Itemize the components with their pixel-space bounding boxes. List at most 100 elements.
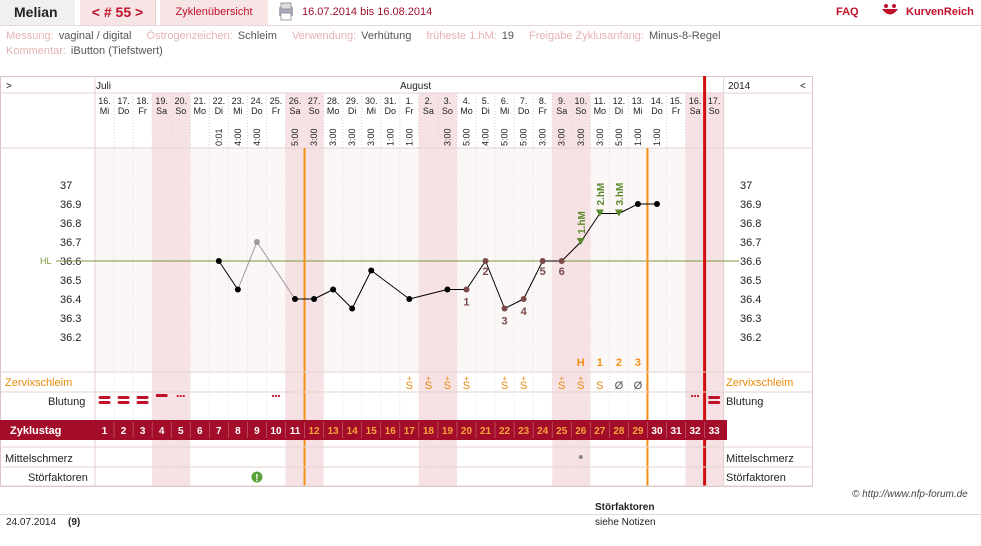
cycle-day-number: 32 xyxy=(690,426,702,437)
day-date: 17. xyxy=(708,96,721,106)
mucus-symbol: Ø xyxy=(634,380,643,392)
cycle-day-number: 14 xyxy=(347,426,359,437)
temp-point-hm xyxy=(595,209,604,217)
bleeding-medium xyxy=(155,394,168,397)
measure-time: 3:00 xyxy=(595,128,605,146)
y-tick-label: 36.4 xyxy=(60,294,81,306)
weekend-column xyxy=(418,440,438,486)
day-date: 9. xyxy=(558,96,566,106)
release-value: Minus-8-Regel xyxy=(648,30,721,42)
mucus-plus: + xyxy=(521,374,526,383)
copyright: © http://www.nfp-forum.de xyxy=(852,489,968,500)
day-weekday: Mi xyxy=(633,106,643,116)
y-tick-label: 36.3 xyxy=(60,313,81,325)
measure-time: 1:00 xyxy=(385,128,395,146)
mucus-symbol: S xyxy=(463,380,470,392)
low-count-label: 2 xyxy=(482,266,488,278)
day-weekday: Sa xyxy=(423,106,434,116)
bleeding-heavy xyxy=(98,396,111,399)
faq-link[interactable]: FAQ xyxy=(836,6,859,18)
mucus-plus: + xyxy=(578,374,583,383)
curve-segment xyxy=(485,260,506,309)
temp-point xyxy=(463,286,470,293)
comment-value: iButton (Tiefstwert) xyxy=(70,45,163,57)
y-tick-label-right: 36.5 xyxy=(740,275,761,287)
temp-point xyxy=(634,201,641,207)
disturbance-icon xyxy=(251,471,263,483)
day-date: 18. xyxy=(136,96,149,106)
cycle-day-number: 21 xyxy=(480,426,492,437)
cycle-selector[interactable]: < # 55 > xyxy=(80,0,156,25)
day-weekday: Fr xyxy=(138,106,147,116)
date-range: 16.07.2014 bis 16.08.2014 xyxy=(302,6,433,18)
y-tick-label-right: 37 xyxy=(740,180,752,192)
mucus-plus: + xyxy=(426,374,431,383)
low-count-label: 3 xyxy=(502,316,508,328)
count-label: 1 xyxy=(597,357,603,369)
printer-icon[interactable] xyxy=(276,0,296,25)
day-date: 16. xyxy=(98,96,111,106)
day-date: 25. xyxy=(270,96,283,106)
mucus-symbol: S xyxy=(444,380,451,392)
weekend-column xyxy=(552,440,572,486)
count-label: H xyxy=(577,357,585,369)
measure-time: 5:00 xyxy=(290,128,300,146)
mucus-plus: + xyxy=(464,374,469,383)
cycle-overview-link[interactable]: Zyklenübersicht xyxy=(160,0,268,25)
day-weekday: Mi xyxy=(233,106,243,116)
day-date: 30. xyxy=(365,96,378,106)
mucus-symbol: S xyxy=(558,380,565,392)
day-date: 27. xyxy=(308,96,321,106)
curve-segment xyxy=(313,289,334,300)
bowl-logo-icon[interactable] xyxy=(880,0,900,25)
cycle-day-number: 29 xyxy=(632,426,644,437)
weekend-column xyxy=(571,93,591,420)
bleeding-heavy xyxy=(708,401,721,404)
day-date: 7. xyxy=(520,96,528,106)
mucus-symbol: S xyxy=(406,380,413,392)
temp-point xyxy=(501,305,508,312)
earliest-hm-value: 19 xyxy=(501,30,514,42)
scroll-right-arrow: < xyxy=(800,81,806,92)
mucus-symbol: S xyxy=(501,380,508,392)
row-label-cervix-right: Zervixschleim xyxy=(726,377,793,389)
low-count-label: 6 xyxy=(559,266,565,278)
day-weekday: Mi xyxy=(100,106,110,116)
temp-point xyxy=(406,296,413,302)
measure-time: 1:00 xyxy=(404,128,414,146)
bleeding-spotting xyxy=(693,394,697,398)
cycle-day-number: 28 xyxy=(613,426,625,437)
hm-label: 3.hM xyxy=(615,183,626,206)
measure-time: 3:00 xyxy=(538,128,548,146)
cycle-day-number: 33 xyxy=(709,426,721,437)
day-weekday: Sa xyxy=(156,106,167,116)
cycle-day-number: 15 xyxy=(366,426,378,437)
weekend-column xyxy=(285,440,305,486)
weekend-column xyxy=(437,440,457,486)
temp-point xyxy=(444,286,451,293)
temp-point xyxy=(520,296,527,302)
cycle-day-number: 12 xyxy=(309,426,321,437)
day-date: 19. xyxy=(155,96,168,106)
measure-value: vaginal / digital xyxy=(58,30,132,42)
cycle-day-number: 10 xyxy=(270,426,282,437)
meta-row-1: Messung: vaginal / digital Östrogenzeiche… xyxy=(6,30,733,42)
day-weekday: Di xyxy=(481,106,490,116)
measure-time: 4:00 xyxy=(481,128,491,146)
cycle-day-number: 3 xyxy=(140,426,146,437)
top-bar: Melian < # 55 > Zyklenübersicht 16.07.20… xyxy=(0,0,981,26)
note-text[interactable]: siehe Notizen xyxy=(595,517,656,528)
y-tick-label-right: 36.7 xyxy=(740,237,761,249)
mucus-plus: + xyxy=(559,374,564,383)
temp-point xyxy=(349,305,356,312)
day-weekday: Do xyxy=(518,106,530,116)
day-weekday: Di xyxy=(215,106,224,116)
day-weekday: Mo xyxy=(194,106,207,116)
curve-segment xyxy=(409,289,448,300)
brand-name[interactable]: KurvenReich xyxy=(906,6,974,18)
weekend-column xyxy=(704,440,724,486)
temp-point xyxy=(311,296,318,302)
temp-point xyxy=(234,286,241,293)
measure-time: 3:00 xyxy=(328,128,338,146)
